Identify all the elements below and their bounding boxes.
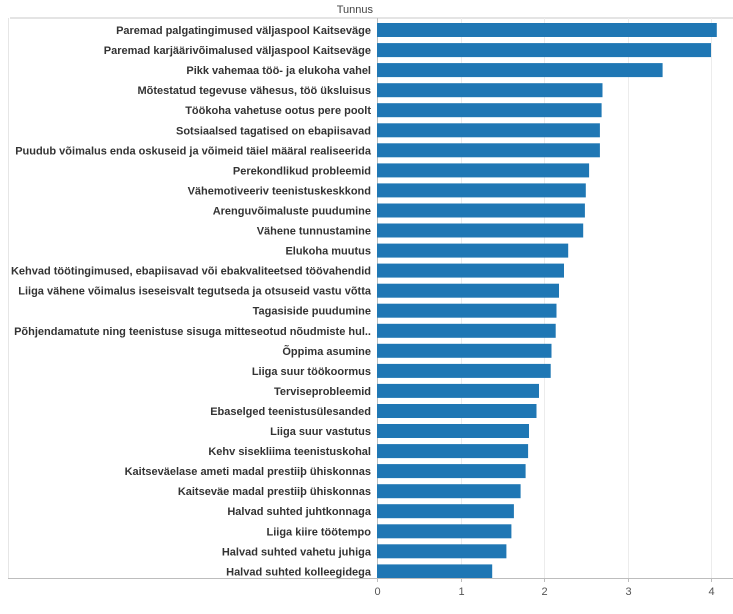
category-label: Arenguvõimaluste puudumine	[213, 206, 371, 218]
bar[interactable]	[377, 564, 492, 578]
bar[interactable]	[377, 544, 506, 558]
x-tick-label: 0	[374, 586, 380, 598]
category-label: Liiga suur vastutus	[270, 426, 371, 438]
category-label: Paremad palgatingimused väljaspool Kaits…	[116, 25, 371, 37]
category-label: Elukoha muutus	[285, 246, 371, 258]
bar[interactable]	[377, 183, 586, 197]
category-label: Põhjendamatute ning teenistuse sisuga mi…	[14, 326, 371, 338]
bar[interactable]	[377, 83, 603, 97]
bar[interactable]	[377, 424, 529, 438]
category-label: Halvad suhted juhtkonnaga	[227, 506, 372, 518]
bar-layer	[377, 23, 717, 578]
bar[interactable]	[377, 224, 583, 238]
category-label: Õppima asumine	[282, 345, 371, 358]
x-tick-label: 2	[541, 586, 547, 598]
category-label: Pikk vahemaa töö- ja elukoha vahel	[186, 65, 371, 77]
category-label: Perekondlikud probleemid	[233, 165, 371, 177]
bar[interactable]	[377, 244, 568, 258]
category-label: Kehv sisekliima teenistuskohal	[208, 446, 371, 458]
category-label: Puudub võimalus enda oskuseid ja võimeid…	[15, 145, 372, 157]
bar[interactable]	[377, 304, 557, 318]
bar[interactable]	[377, 143, 600, 157]
bar[interactable]	[377, 23, 717, 37]
bar[interactable]	[377, 404, 537, 418]
category-label-layer: Paremad palgatingimused väljaspool Kaits…	[11, 25, 372, 578]
bar[interactable]	[377, 324, 556, 338]
category-label: Terviseprobleemid	[274, 386, 371, 398]
bar[interactable]	[377, 484, 521, 498]
bar[interactable]	[377, 384, 539, 398]
bar[interactable]	[377, 264, 564, 278]
x-tick-label: 1	[458, 586, 464, 598]
category-label: Vähemotiveeriv teenistuskeskkond	[188, 185, 371, 197]
category-label: Halvad suhted kolleegidega	[226, 566, 372, 578]
bar[interactable]	[377, 103, 602, 117]
bar[interactable]	[377, 204, 585, 218]
column-header-label: Tunnus	[337, 4, 374, 16]
category-label: Halvad suhted vahetu juhiga	[222, 546, 372, 558]
bar[interactable]	[377, 504, 514, 518]
x-axis: 0 1 2 3 4	[8, 578, 733, 598]
category-label: Ebaselged teenistusülesanded	[210, 406, 371, 418]
category-label: Liiga kiire töötempo	[266, 526, 371, 538]
category-label: Liiga suur töökoormus	[252, 366, 371, 378]
category-label: Sotsiaalsed tagatised on ebapiisavad	[176, 125, 371, 137]
bar[interactable]	[377, 524, 511, 538]
category-label: Vähene tunnustamine	[257, 226, 371, 238]
category-label: Paremad karjäärivõimalused väljaspool Ka…	[104, 45, 371, 57]
x-tick-label: 3	[625, 586, 631, 598]
category-label: Kehvad töötingimused, ebapiisavad või eb…	[11, 266, 371, 278]
bar[interactable]	[377, 444, 528, 458]
bar[interactable]	[377, 344, 552, 358]
x-tick-label: 4	[708, 586, 714, 598]
bar[interactable]	[377, 123, 600, 137]
category-label: Liiga vähene võimalus iseseisvalt teguts…	[18, 286, 372, 298]
bar[interactable]	[377, 63, 663, 77]
category-label: Mõtestatud tegevuse vähesus, töö üksluis…	[137, 85, 371, 97]
category-label: Kaitseväe madal prestiiþ ühiskonnas	[178, 486, 371, 498]
category-label: Töökoha vahetuse ootus pere poolt	[185, 105, 371, 117]
bar[interactable]	[377, 464, 526, 478]
category-label: Kaitseväelase ameti madal prestiiþ ühisk…	[125, 466, 371, 478]
bar[interactable]	[377, 364, 551, 378]
bar[interactable]	[377, 284, 559, 298]
bar[interactable]	[377, 43, 711, 57]
bar[interactable]	[377, 163, 589, 177]
category-label: Tagasiside puudumine	[253, 306, 371, 318]
